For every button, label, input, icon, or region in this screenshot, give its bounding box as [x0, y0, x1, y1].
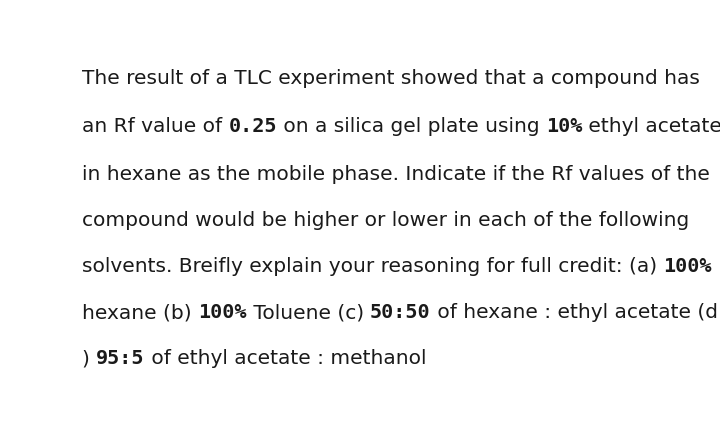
- Text: 50:50: 50:50: [370, 303, 431, 322]
- Text: Toluene (c): Toluene (c): [246, 303, 370, 322]
- Text: solvents. Breifly explain your reasoning for full credit: (a): solvents. Breifly explain your reasoning…: [82, 257, 664, 276]
- Text: on a silica gel plate using: on a silica gel plate using: [277, 117, 546, 136]
- Text: of hexane : ethyl acetate (d: of hexane : ethyl acetate (d: [431, 303, 718, 322]
- Text: 100%: 100%: [664, 257, 712, 276]
- Text: ethyl acetate: ethyl acetate: [582, 117, 720, 136]
- Text: The result of a TLC experiment showed that a compound has: The result of a TLC experiment showed th…: [82, 69, 700, 88]
- Text: 0.25: 0.25: [228, 117, 277, 136]
- Text: 10%: 10%: [546, 117, 582, 136]
- Text: ): ): [82, 349, 96, 367]
- Text: 95:5: 95:5: [96, 349, 145, 367]
- Text: 100%: 100%: [198, 303, 246, 322]
- Text: compound would be higher or lower in each of the following: compound would be higher or lower in eac…: [82, 211, 689, 230]
- Text: hexane (b): hexane (b): [82, 303, 198, 322]
- Text: an Rf value of: an Rf value of: [82, 117, 228, 136]
- Text: in hexane as the mobile phase. Indicate if the Rf values of the: in hexane as the mobile phase. Indicate …: [82, 165, 710, 184]
- Text: of ethyl acetate : methanol: of ethyl acetate : methanol: [145, 349, 426, 367]
